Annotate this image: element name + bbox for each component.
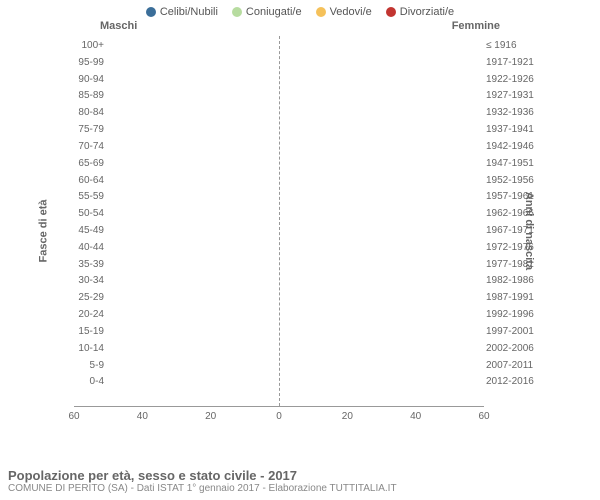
age-label: 55-59 (72, 189, 104, 205)
birth-year-label: ≤ 1916 (486, 38, 540, 54)
age-label: 20-24 (72, 307, 104, 323)
age-row (74, 257, 484, 273)
age-label: 10-14 (72, 341, 104, 357)
legend-item: Celibi/Nubili (146, 6, 218, 18)
birth-year-label: 1942-1946 (486, 139, 540, 155)
birth-year-label: 1992-1996 (486, 307, 540, 323)
age-row (74, 206, 484, 222)
male-header: Maschi (100, 20, 137, 32)
age-row (74, 189, 484, 205)
birth-year-label: 2002-2006 (486, 341, 540, 357)
age-row (74, 38, 484, 54)
age-row (74, 156, 484, 172)
age-label: 95-99 (72, 55, 104, 71)
age-label: 45-49 (72, 223, 104, 239)
chart-subtitle: COMUNE DI PERITO (SA) - Dati ISTAT 1° ge… (8, 483, 397, 494)
age-label: 40-44 (72, 240, 104, 256)
age-row (74, 105, 484, 121)
birth-year-label: 1927-1931 (486, 88, 540, 104)
age-row (74, 139, 484, 155)
age-label: 60-64 (72, 173, 104, 189)
birth-year-label: 1997-2001 (486, 324, 540, 340)
age-label: 5-9 (72, 358, 104, 374)
legend-label: Celibi/Nubili (160, 6, 218, 18)
birth-year-label: 1922-1926 (486, 72, 540, 88)
age-row (74, 72, 484, 88)
y-axis-left-title: Fasce di età (37, 200, 49, 263)
birth-year-label: 1947-1951 (486, 156, 540, 172)
birth-year-label: 1982-1986 (486, 273, 540, 289)
gender-headers: Maschi Femmine (0, 20, 600, 36)
age-row (74, 273, 484, 289)
age-label: 80-84 (72, 105, 104, 121)
legend-item: Divorziati/e (386, 6, 454, 18)
x-tick: 60 (68, 411, 79, 422)
legend-swatch (146, 7, 156, 17)
age-row (74, 341, 484, 357)
age-label: 85-89 (72, 88, 104, 104)
legend-swatch (316, 7, 326, 17)
birth-year-label: 1937-1941 (486, 122, 540, 138)
x-tick: 0 (276, 411, 282, 422)
legend-label: Vedovi/e (330, 6, 372, 18)
birth-year-label: 2007-2011 (486, 358, 540, 374)
age-label: 70-74 (72, 139, 104, 155)
x-tick: 40 (137, 411, 148, 422)
legend-swatch (386, 7, 396, 17)
age-row (74, 374, 484, 390)
age-row (74, 173, 484, 189)
x-tick: 60 (478, 411, 489, 422)
chart-title: Popolazione per età, sesso e stato civil… (8, 468, 397, 483)
age-row (74, 240, 484, 256)
female-header: Femmine (452, 20, 500, 32)
age-label: 100+ (72, 38, 104, 54)
age-label: 25-29 (72, 290, 104, 306)
birth-year-label: 1932-1936 (486, 105, 540, 121)
legend-item: Coniugati/e (232, 6, 302, 18)
age-row (74, 122, 484, 138)
age-row (74, 223, 484, 239)
age-label: 90-94 (72, 72, 104, 88)
legend: Celibi/Nubili Coniugati/e Vedovi/e Divorzia… (0, 0, 600, 20)
birth-year-label: 1987-1991 (486, 290, 540, 306)
legend-label: Coniugati/e (246, 6, 302, 18)
age-label: 50-54 (72, 206, 104, 222)
y-axis-right-title: Anni di nascita (523, 192, 535, 270)
birth-year-label: 1917-1921 (486, 55, 540, 71)
legend-swatch (232, 7, 242, 17)
age-row (74, 88, 484, 104)
birth-year-label: 1952-1956 (486, 173, 540, 189)
age-row (74, 290, 484, 306)
age-row (74, 307, 484, 323)
age-label: 15-19 (72, 324, 104, 340)
age-label: 75-79 (72, 122, 104, 138)
age-row (74, 358, 484, 374)
footer: Popolazione per età, sesso e stato civil… (8, 468, 397, 494)
x-tick: 20 (342, 411, 353, 422)
age-label: 30-34 (72, 273, 104, 289)
plot: 100+≤ 191695-991917-192190-941922-192685… (74, 36, 484, 407)
x-tick: 40 (410, 411, 421, 422)
x-tick: 20 (205, 411, 216, 422)
birth-year-label: 2012-2016 (486, 374, 540, 390)
age-row (74, 324, 484, 340)
chart-area: Fasce di età 100+≤ 191695-991917-192190-… (40, 36, 540, 426)
age-label: 35-39 (72, 257, 104, 273)
legend-item: Vedovi/e (316, 6, 372, 18)
age-row (74, 55, 484, 71)
legend-label: Divorziati/e (400, 6, 454, 18)
age-label: 0-4 (72, 374, 104, 390)
age-label: 65-69 (72, 156, 104, 172)
